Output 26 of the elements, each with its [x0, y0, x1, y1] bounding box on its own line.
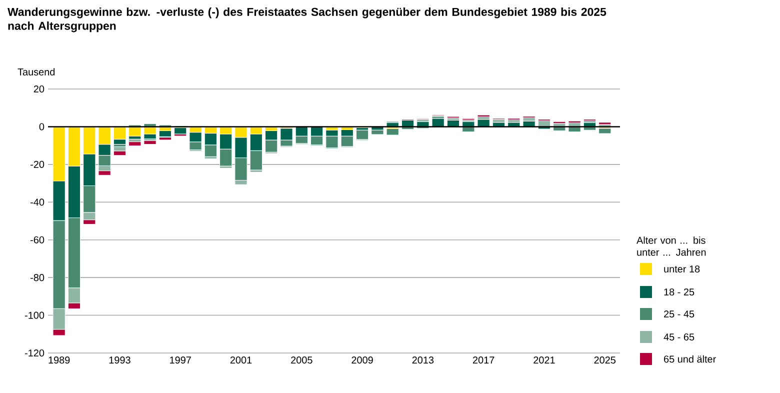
x-tick-label: 2001 — [230, 356, 252, 364]
y-tick-label: -100 — [24, 312, 44, 319]
x-tick-label: 2013 — [412, 356, 434, 364]
legend-title: Alter von ... bis unter ... Jahren — [636, 236, 706, 256]
y-tick-label: 0 — [39, 123, 44, 130]
y-tick-label: -20 — [30, 160, 44, 168]
y-tick-label: -40 — [30, 198, 44, 206]
chart-title: Wanderungsgewinne bzw. -verluste (-) des Freistaates Sachsen gegenüber dem Bundesgebiet 1989 bis 2025 nach Altersgruppen — [8, 8, 606, 32]
x-tick-label: 2009 — [352, 356, 373, 364]
y-tick-label: -60 — [30, 236, 44, 244]
x-tick-label: 1989 — [48, 356, 70, 364]
x-tick-label: 1997 — [170, 356, 191, 364]
x-tick-label: 2017 — [472, 356, 494, 364]
legend-label: 65 und älter — [664, 355, 716, 363]
y-tick-label: -120 — [24, 349, 44, 357]
x-tick-label: 2025 — [594, 356, 616, 364]
y-axis-title: Tausend — [18, 68, 55, 76]
x-tick-label: 1993 — [109, 356, 130, 364]
legend-label: 45 - 65 — [664, 333, 694, 341]
legend-label: 18 - 25 — [664, 288, 694, 296]
legend-label: 25 - 45 — [664, 310, 694, 318]
x-tick-label: 2021 — [534, 356, 555, 364]
legend-label: unter 18 — [664, 265, 700, 273]
x-tick-label: 2005 — [291, 356, 312, 364]
y-tick-label: -80 — [30, 274, 44, 282]
y-tick-label: 20 — [34, 85, 44, 93]
